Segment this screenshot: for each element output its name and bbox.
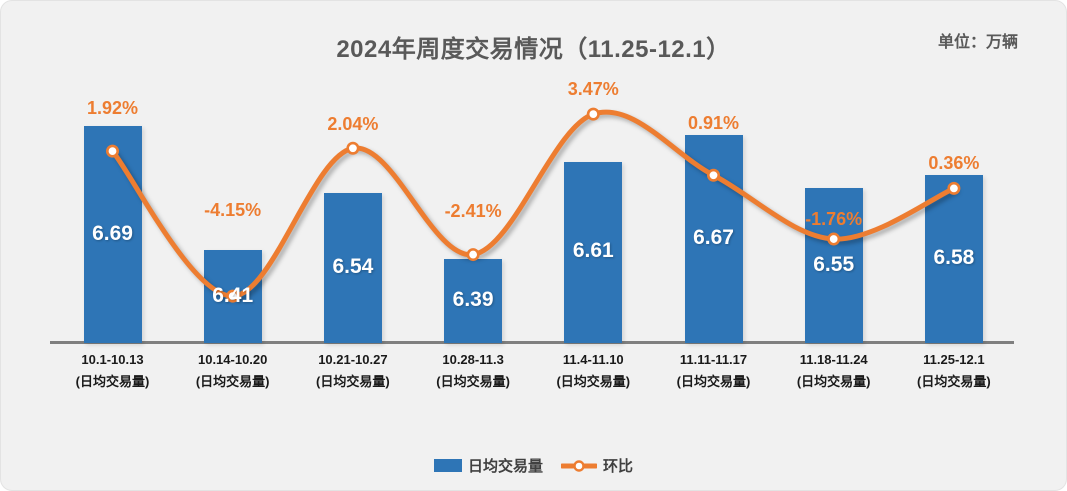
x-tick-sublabel: (日均交易量) <box>676 374 751 389</box>
percent-label: 0.36% <box>928 153 980 174</box>
x-tick-label: 10.28-11.3 (日均交易量) <box>408 349 538 393</box>
x-tick-range: 11.18-11.24 <box>799 352 868 367</box>
x-tick-range: 11.11-11.17 <box>679 352 748 367</box>
percent-label: 2.04% <box>327 114 379 135</box>
percent-label: -2.41% <box>444 200 502 221</box>
trend-marker <box>947 181 961 195</box>
bar-value-label: 6.54 <box>332 254 374 278</box>
trend-marker <box>586 107 600 121</box>
trend-marker <box>466 248 480 262</box>
unit-label: 单位：万辆 <box>937 34 1018 51</box>
x-tick-sublabel: (日均交易量) <box>796 374 871 389</box>
bar-value-label: 6.58 <box>933 246 975 270</box>
bar <box>804 188 863 343</box>
x-tick-range: 10.1-10.13 <box>81 352 144 367</box>
trend-marker <box>706 168 720 182</box>
percent-label: -4.15% <box>204 200 262 221</box>
x-tick-range: 10.21-10.27 <box>318 352 388 367</box>
legend-bar-label: 日均交易量 <box>467 458 543 475</box>
percent-label: 3.47% <box>567 79 619 100</box>
x-tick-range: 10.28-11.3 <box>442 352 504 367</box>
trend-marker <box>346 141 360 155</box>
trend-marker <box>827 232 841 246</box>
chart-title: 2024年周度交易情况（11.25-12.1） <box>336 36 731 63</box>
trend-marker <box>106 144 120 158</box>
x-tick-sublabel: (日均交易量) <box>436 374 510 389</box>
percent-label: 0.91% <box>687 113 740 134</box>
x-tick-range: 10.14-10.20 <box>197 352 268 367</box>
x-tick-label: 10.21-10.27 (日均交易量) <box>288 349 418 393</box>
trend-marker <box>226 289 240 303</box>
x-tick-sublabel: (日均交易量) <box>195 374 270 389</box>
bar <box>323 192 382 343</box>
x-tick-sublabel: (日均交易量) <box>556 374 631 389</box>
x-tick-range: 11.25-12.1 <box>923 352 985 367</box>
x-tick-label: 10.1-10.13 (日均交易量) <box>48 349 178 393</box>
percent-label: -1.76% <box>805 209 863 230</box>
x-tick-range: 11.4-11.10 <box>562 352 624 367</box>
x-tick-label: 11.4-11.10 (日均交易量) <box>528 349 658 393</box>
x-tick-label: 11.25-12.1 (日均交易量) <box>889 349 1019 393</box>
bar-value-label: 6.69 <box>92 221 133 245</box>
bar-value-label: 6.39 <box>452 288 494 311</box>
line-series-marker-icon <box>561 459 597 472</box>
legend-line-label: 环比 <box>603 458 634 475</box>
bar-series-swatch-icon <box>433 459 462 472</box>
x-tick-label: 11.18-11.24 (日均交易量) <box>769 349 899 393</box>
x-axis-line <box>50 340 1014 344</box>
x-tick-label: 10.14-10.20 (日均交易量) <box>168 349 298 393</box>
bar <box>83 126 142 343</box>
legend: 日均交易量 环比 <box>1 455 1066 476</box>
legend-item-bar: 日均交易量 <box>433 455 543 476</box>
bar-value-label: 6.67 <box>693 226 734 250</box>
bar-value-label: 6.41 <box>212 283 254 307</box>
x-tick-sublabel: (日均交易量) <box>316 374 390 389</box>
bar <box>924 175 983 343</box>
bar <box>444 259 503 343</box>
bar-value-label: 6.61 <box>572 239 614 263</box>
x-tick-sublabel: (日均交易量) <box>917 374 991 389</box>
x-tick-sublabel: (日均交易量) <box>75 374 150 389</box>
bar-value-label: 6.55 <box>813 252 855 276</box>
percent-label: 1.92% <box>86 98 139 119</box>
x-tick-label: 11.11-11.17 (日均交易量) <box>649 349 779 393</box>
bar <box>564 161 623 343</box>
legend-item-line: 环比 <box>561 455 633 476</box>
